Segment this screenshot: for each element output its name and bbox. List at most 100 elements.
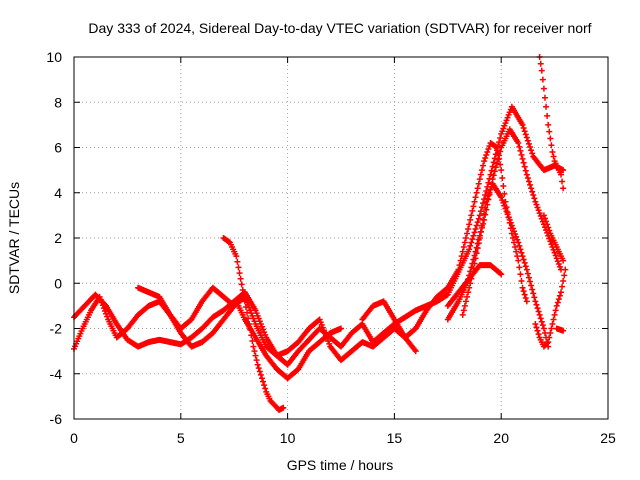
data-point [538,67,545,74]
data-point [464,230,471,237]
data-point [492,164,499,171]
data-point [482,204,489,211]
data-point [530,290,537,297]
data-point [412,348,419,355]
data-point [460,307,467,314]
data-point [494,156,501,163]
data-point [473,189,480,196]
series-track-2 [71,293,419,364]
data-point [541,330,548,337]
data-point [515,239,522,246]
data-point [525,140,532,147]
data-point [560,185,567,192]
data-point [254,361,261,368]
data-point [522,263,529,270]
data-point [514,236,521,243]
data-point [517,271,524,278]
data-point [465,225,472,232]
data-point [459,248,466,255]
data-point [521,259,528,266]
data-point [466,284,473,291]
data-point [515,257,522,264]
data-point [498,194,505,201]
data-point [493,160,500,167]
data-point [505,214,512,221]
x-tick-label: 25 [600,430,616,446]
data-point [257,371,264,378]
data-point [485,146,492,153]
data-point [507,219,514,226]
x-axis-label: GPS time / hours [287,457,394,473]
data-point [234,258,241,265]
data-point [559,178,566,185]
data-point [537,315,544,322]
x-tick-label: 0 [70,430,78,446]
data-point [486,189,493,196]
series-track-8 [459,180,552,350]
data-point [524,137,531,144]
data-point [503,208,510,215]
data-point [483,152,490,159]
data-point [512,244,519,251]
data-point [558,289,565,296]
data-point [523,266,530,273]
data-point [478,222,485,229]
series-track-9 [536,54,567,192]
data-point [466,246,473,253]
data-point [513,248,520,255]
data-point [544,112,551,119]
data-point [560,327,567,334]
data-point [535,308,542,315]
x-tick-label: 5 [177,430,185,446]
data-point [535,207,542,214]
y-tick-label: 10 [46,49,62,65]
x-tick-label: 10 [280,430,296,446]
data-point [497,134,504,141]
data-point [549,149,556,156]
y-tick-label: -4 [50,366,63,382]
data-point [471,260,478,267]
data-point [549,320,556,327]
data-point [97,296,104,303]
data-point [237,275,244,282]
series-track-12 [540,212,567,264]
data-point [551,249,558,256]
series-track-4 [233,298,344,382]
data-point [545,121,552,128]
data-point [555,261,562,268]
data-point [468,239,475,246]
data-point [516,143,523,150]
data-point [520,256,527,263]
data-point [538,318,545,325]
data-point [260,378,267,385]
data-point [560,277,567,284]
data-point [522,167,529,174]
data-point [338,325,344,332]
series-track-3 [220,235,287,413]
y-tick-label: -6 [50,411,63,427]
data-point [471,229,478,236]
data-point [554,258,561,265]
data-point [499,175,506,182]
data-point [502,205,509,212]
data-point [423,307,430,314]
data-point [550,153,557,160]
data-point [513,233,520,240]
data-point [241,293,248,300]
data-point [550,316,557,323]
data-point [541,215,548,222]
y-tick-label: 6 [54,140,62,156]
data-point [518,277,525,284]
data-point [238,281,245,288]
data-point [261,382,268,389]
data-point [520,125,527,132]
data-point [98,299,105,306]
data-point [528,282,535,289]
data-point [515,139,522,146]
data-point [96,293,103,300]
data-point [534,305,541,312]
data-point [529,188,536,195]
data-point [556,263,563,270]
data-point [530,192,537,199]
data-point [484,195,491,202]
